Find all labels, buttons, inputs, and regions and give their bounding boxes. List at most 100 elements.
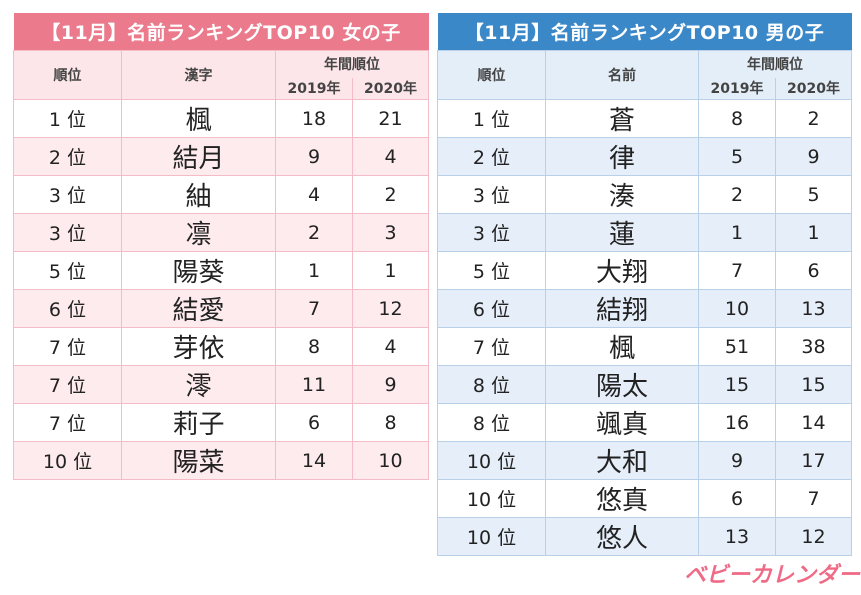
rank-2020-cell: 9 bbox=[774, 137, 853, 176]
girls-table-title: 【11月】名前ランキングTOP10 女の子 bbox=[13, 13, 429, 51]
name-cell: 陽太 bbox=[545, 365, 699, 404]
rank-2019-cell: 7 bbox=[275, 289, 353, 328]
rank-2020-cell: 7 bbox=[774, 479, 853, 518]
rank-2019-cell: 2 bbox=[275, 213, 353, 252]
boys-ranking-table: 【11月】名前ランキングTOP10 男の子 順位 名前 年間順位 2019年 2… bbox=[437, 13, 853, 556]
rank-cell: 5 位 bbox=[13, 251, 122, 290]
rank-2019-cell: 7 bbox=[698, 251, 776, 290]
rank-2019-cell: 9 bbox=[275, 137, 353, 176]
table-row: 1 位楓 18 21 bbox=[13, 99, 430, 138]
name-cell: 大和 bbox=[545, 441, 699, 480]
table-row: 7 位芽依 8 4 bbox=[13, 327, 430, 366]
rank-2019-cell: 13 bbox=[698, 517, 776, 556]
table-row: 10 位大和 9 17 bbox=[437, 441, 853, 480]
boys-rank-header: 順位 bbox=[437, 50, 546, 100]
rank-2019-cell: 18 bbox=[275, 99, 353, 138]
name-cell: 湊 bbox=[545, 175, 699, 214]
name-cell: 陽菜 bbox=[121, 441, 276, 480]
rank-2020-cell: 6 bbox=[774, 251, 853, 290]
rank-cell: 1 位 bbox=[13, 99, 122, 138]
boys-years-header: 年間順位 bbox=[697, 50, 853, 78]
name-cell: 悠人 bbox=[545, 517, 699, 556]
rank-cell: 3 位 bbox=[437, 213, 546, 252]
name-cell: 颯真 bbox=[545, 403, 699, 442]
table-row: 7 位莉子 6 8 bbox=[13, 403, 430, 442]
table-row: 7 位澪 11 9 bbox=[13, 365, 430, 404]
rank-cell: 1 位 bbox=[437, 99, 546, 138]
rank-2019-cell: 10 bbox=[698, 289, 776, 328]
rank-2020-cell: 17 bbox=[774, 441, 853, 480]
rank-2020-cell: 21 bbox=[351, 99, 430, 138]
rank-2020-cell: 8 bbox=[351, 403, 430, 442]
name-cell: 楓 bbox=[121, 99, 276, 138]
rank-2019-cell: 11 bbox=[275, 365, 353, 404]
girls-2020-header: 2020年 bbox=[351, 77, 430, 100]
table-row: 7 位楓 51 38 bbox=[437, 327, 853, 366]
rank-2019-cell: 2 bbox=[698, 175, 776, 214]
rank-2020-cell: 4 bbox=[351, 327, 430, 366]
boys-2020-header: 2020年 bbox=[774, 77, 853, 100]
rank-2019-cell: 1 bbox=[275, 251, 353, 290]
rank-2020-cell: 12 bbox=[774, 517, 853, 556]
rank-2020-cell: 10 bbox=[351, 441, 430, 480]
rank-cell: 8 位 bbox=[437, 365, 546, 404]
rank-cell: 6 位 bbox=[437, 289, 546, 328]
name-cell: 陽葵 bbox=[121, 251, 276, 290]
table-row: 10 位悠真 6 7 bbox=[437, 479, 853, 518]
rank-2019-cell: 6 bbox=[275, 403, 353, 442]
name-cell: 悠真 bbox=[545, 479, 699, 518]
rank-2020-cell: 14 bbox=[774, 403, 853, 442]
name-cell: 紬 bbox=[121, 175, 276, 214]
table-row: 6 位結愛 7 12 bbox=[13, 289, 430, 328]
rank-2019-cell: 15 bbox=[698, 365, 776, 404]
rank-cell: 3 位 bbox=[13, 213, 122, 252]
rank-2020-cell: 9 bbox=[351, 365, 430, 404]
rank-cell: 10 位 bbox=[13, 441, 122, 480]
name-cell: 律 bbox=[545, 137, 699, 176]
rank-2020-cell: 38 bbox=[774, 327, 853, 366]
rank-cell: 7 位 bbox=[13, 327, 122, 366]
rank-cell: 5 位 bbox=[437, 251, 546, 290]
rank-2020-cell: 13 bbox=[774, 289, 853, 328]
table-row: 8 位陽太 15 15 bbox=[437, 365, 853, 404]
rank-2019-cell: 6 bbox=[698, 479, 776, 518]
table-row: 10 位悠人 13 12 bbox=[437, 517, 853, 556]
table-row: 2 位結月 9 4 bbox=[13, 137, 430, 176]
rank-cell: 10 位 bbox=[437, 479, 546, 518]
name-cell: 芽依 bbox=[121, 327, 276, 366]
rank-2019-cell: 5 bbox=[698, 137, 776, 176]
rank-2019-cell: 51 bbox=[698, 327, 776, 366]
table-row: 6 位結翔 10 13 bbox=[437, 289, 853, 328]
girls-rank-header: 順位 bbox=[13, 50, 122, 100]
rank-2020-cell: 12 bbox=[351, 289, 430, 328]
name-cell: 楓 bbox=[545, 327, 699, 366]
name-cell: 澪 bbox=[121, 365, 276, 404]
rank-2020-cell: 1 bbox=[351, 251, 430, 290]
rank-2020-cell: 3 bbox=[351, 213, 430, 252]
rank-2019-cell: 8 bbox=[698, 99, 776, 138]
girls-name-header: 漢字 bbox=[121, 50, 276, 100]
boys-name-header: 名前 bbox=[545, 50, 699, 100]
rank-cell: 8 位 bbox=[437, 403, 546, 442]
boys-2019-header: 2019年 bbox=[698, 77, 776, 100]
name-cell: 蓮 bbox=[545, 213, 699, 252]
rank-2019-cell: 4 bbox=[275, 175, 353, 214]
rank-cell: 2 位 bbox=[13, 137, 122, 176]
table-row: 5 位陽葵 1 1 bbox=[13, 251, 430, 290]
rank-2019-cell: 14 bbox=[275, 441, 353, 480]
rank-2020-cell: 1 bbox=[774, 213, 853, 252]
rank-2020-cell: 2 bbox=[351, 175, 430, 214]
girls-ranking-table: 【11月】名前ランキングTOP10 女の子 順位 漢字 年間順位 2019年 2… bbox=[13, 13, 430, 480]
rank-2019-cell: 1 bbox=[698, 213, 776, 252]
rank-cell: 10 位 bbox=[437, 517, 546, 556]
table-row: 8 位颯真 16 14 bbox=[437, 403, 853, 442]
babycalendar-logo: ベビーカレンダー bbox=[684, 563, 861, 588]
name-cell: 結翔 bbox=[545, 289, 699, 328]
